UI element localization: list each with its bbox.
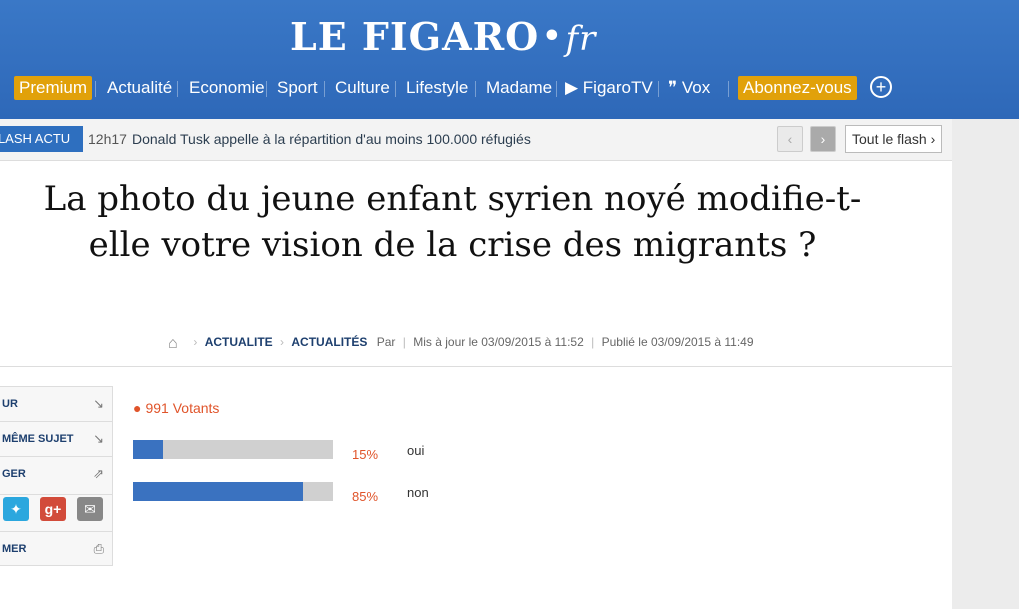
flash-headline[interactable]: Donald Tusk appelle à la répartition d'a… (132, 131, 531, 147)
share-icon: ⇗ (93, 466, 104, 481)
nav-divider (556, 81, 557, 97)
logo-fr: fr (565, 19, 597, 59)
sidebar-item-label: MÊME SUJET (2, 433, 74, 445)
divider (0, 366, 952, 367)
main-nav: Premium Actualité Economie Sport Culture… (0, 73, 1019, 105)
nav-abonnez-vous[interactable]: Abonnez-vous (738, 76, 857, 100)
plus-circle-icon[interactable]: + (870, 76, 892, 98)
nav-economie[interactable]: Economie (189, 78, 265, 97)
published-date: Publié le 03/09/2015 à 11:49 (601, 335, 754, 349)
nav-divider (266, 81, 267, 97)
poll-percent-non: 85% (352, 489, 379, 504)
logo-dot: • (542, 19, 563, 54)
nav-culture[interactable]: Culture (335, 78, 390, 97)
email-icon[interactable]: ✉ (77, 497, 103, 521)
flash-bar: FLASH ACTU 12h17 Donald Tusk appelle à l… (0, 119, 952, 161)
poll-answer-oui: oui (407, 443, 425, 458)
updated-date: Mis à jour le 03/09/2015 à 11:52 (413, 335, 584, 349)
site-header: LE FIGARO •fr Premium Actualité Economie … (0, 0, 1019, 119)
poll-bar-non (133, 482, 333, 501)
flash-prev-button[interactable]: ‹ (777, 126, 803, 152)
nav-figarotv[interactable]: ▶ FigaroTV (565, 78, 653, 97)
sidebar-item-label: GER (2, 468, 26, 480)
article-title: La photo du jeune enfant syrien noyé mod… (43, 179, 862, 265)
nav-actualite[interactable]: Actualité (107, 78, 173, 97)
nav-divider (95, 81, 96, 97)
sidebar-item-partager[interactable]: GER ⇗ (0, 457, 112, 495)
poll-percent-oui: 15% (352, 447, 379, 462)
nav-sport[interactable]: Sport (277, 78, 318, 97)
poll-bar-oui (133, 440, 333, 459)
flash-label[interactable]: FLASH ACTU (0, 126, 83, 152)
nav-divider (395, 81, 396, 97)
sidebar-item-label: UR (2, 398, 18, 410)
author-prefix: Par (376, 335, 396, 349)
arrow-down-right-icon: ↘ (93, 396, 104, 411)
tout-le-flash-button[interactable]: Tout le flash › (845, 125, 943, 153)
meta-divider: | (591, 335, 595, 349)
google-plus-icon[interactable]: g+ (40, 497, 66, 521)
voters-label: 991 Votants (145, 400, 220, 416)
article-sidebar: UR ↘ MÊME SUJET ↘ GER ⇗ MER ⎙ (0, 386, 113, 566)
flash-next-button[interactable]: › (810, 126, 836, 152)
nav-divider (475, 81, 476, 97)
home-icon[interactable]: ⌂ (168, 335, 178, 352)
nav-madame[interactable]: Madame (486, 78, 553, 97)
nav-vox[interactable]: ❞ Vox (668, 78, 711, 97)
nav-premium[interactable]: Premium (14, 76, 93, 100)
poll-bar-fill (133, 440, 163, 459)
poll-voters-count: ● 991 Votants (133, 400, 219, 416)
chevron-right-icon: › (193, 335, 198, 349)
sidebar-item-suivre[interactable]: UR ↘ (0, 387, 112, 422)
site-logo[interactable]: LE FIGARO •fr (290, 14, 596, 59)
article-meta: ⌂ › ACTUALITE › ACTUALITÉS Par | Mis à j… (168, 335, 754, 353)
sidebar-item-meme-sujet[interactable]: MÊME SUJET ↘ (0, 422, 112, 457)
page-content: FLASH ACTU 12h17 Donald Tusk appelle à l… (0, 119, 952, 609)
breadcrumb-actualites[interactable]: ACTUALITÉS (291, 335, 368, 349)
nav-divider (177, 81, 178, 97)
nav-divider (658, 81, 659, 97)
breadcrumb-actualite[interactable]: ACTUALITE (204, 335, 273, 349)
nav-divider (324, 81, 325, 97)
logo-main: LE FIGARO (290, 14, 540, 59)
chevron-right-icon: › (280, 335, 285, 349)
sidebar-item-label: MER (2, 543, 27, 555)
poll-bar-fill (133, 482, 303, 501)
printer-icon: ⎙ (93, 541, 104, 556)
arrow-down-right-icon: ↘ (93, 431, 104, 446)
meta-divider: | (402, 335, 406, 349)
flash-time: 12h17 (88, 131, 127, 147)
twitter-icon[interactable]: ✦ (3, 497, 29, 521)
nav-lifestyle[interactable]: Lifestyle (406, 78, 469, 97)
nav-divider (728, 81, 729, 97)
user-icon: ● (133, 400, 142, 416)
poll-answer-non: non (407, 485, 429, 500)
sidebar-item-imprimer[interactable]: MER ⎙ (0, 531, 112, 566)
